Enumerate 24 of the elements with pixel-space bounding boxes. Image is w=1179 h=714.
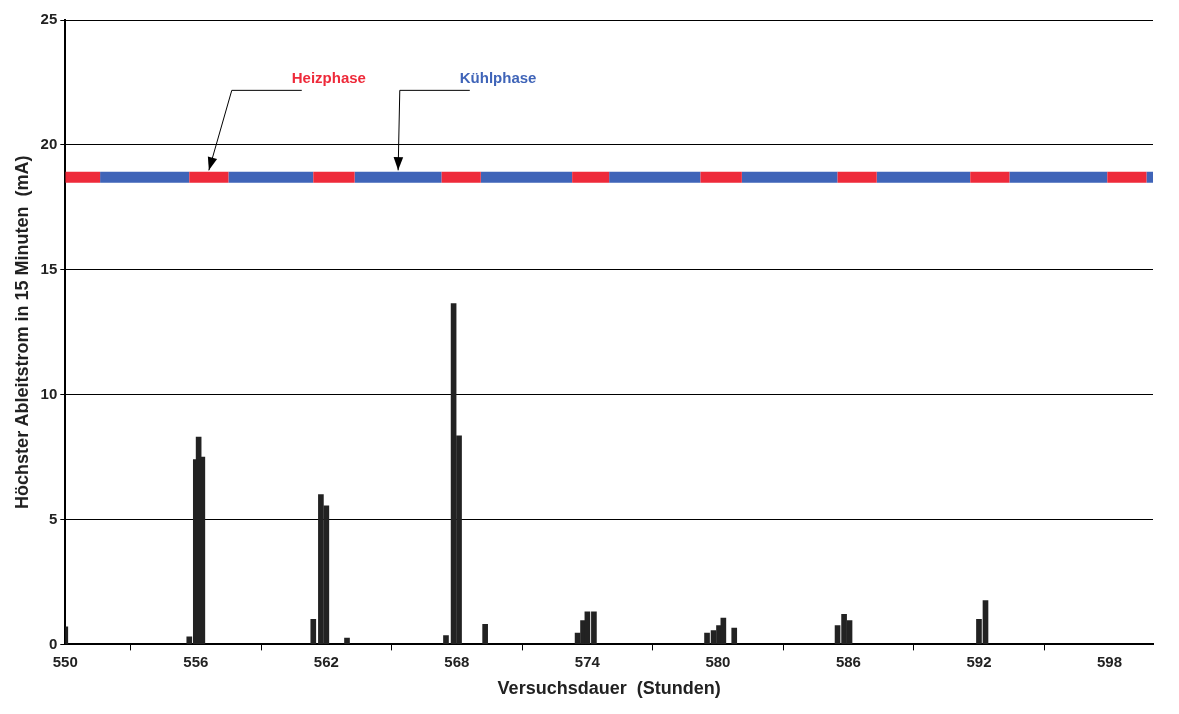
y-tick-label: 5 (48, 509, 58, 527)
bar (482, 624, 488, 645)
x-tick-label: 556 (183, 652, 209, 670)
y-tick-label: 25 (40, 10, 58, 28)
text: Kühlphase (459, 68, 537, 86)
x-tick-label: 598 (1096, 652, 1123, 670)
x-axis-title: Versuchsdauer (Stunden) (497, 678, 721, 699)
y-tick-label: 15 (40, 259, 58, 277)
x-tick-label: 574 (574, 652, 601, 670)
x-tick-label: 568 (444, 652, 470, 670)
y-axis-title: Höchster Ableitstrom in 15 Minuten (mA) (11, 155, 32, 509)
x-tick-label: 562 (313, 652, 339, 670)
text: Heizphase (291, 68, 366, 86)
x-tick-label: 592 (966, 652, 992, 670)
y-tick-label: 0 (48, 634, 58, 652)
bar (443, 635, 449, 645)
y-tick-label: 10 (40, 384, 58, 402)
bar (731, 627, 738, 645)
y-tick-label: 20 (40, 135, 58, 153)
x-tick-label: 550 (52, 652, 78, 670)
bar (344, 637, 350, 645)
x-tick-label: 586 (835, 652, 861, 670)
bar (310, 619, 317, 645)
x-tick-label: 580 (705, 652, 731, 670)
